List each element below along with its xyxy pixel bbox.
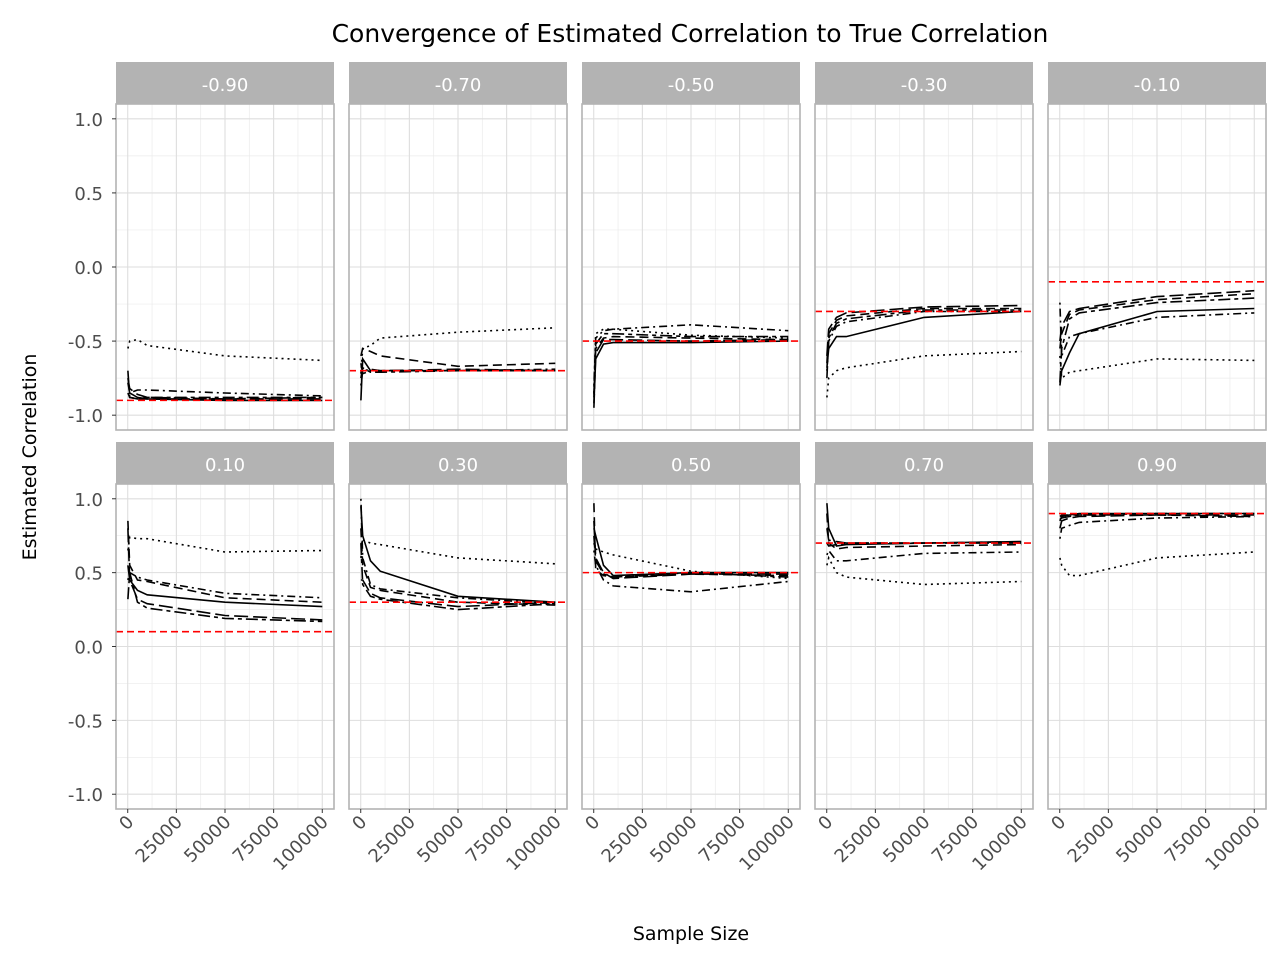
y-tick-label: 0.5 xyxy=(74,564,103,585)
y-tick-label: 1.0 xyxy=(74,110,103,131)
y-tick-label: 0.5 xyxy=(74,184,103,205)
y-tick-label: -1.0 xyxy=(68,406,103,427)
series-line xyxy=(127,338,323,362)
series-line xyxy=(360,538,556,565)
facet-strip-label: 0.50 xyxy=(671,455,711,476)
series-line xyxy=(1059,515,1255,539)
series-line xyxy=(593,323,789,386)
facet-strip xyxy=(349,442,567,484)
y-tick-label: 0.0 xyxy=(74,638,103,659)
series-line xyxy=(826,307,1022,364)
facet-strip-label: -0.90 xyxy=(202,75,249,96)
series-line xyxy=(1059,551,1255,577)
facet-strip xyxy=(116,62,334,104)
y-tick-label: 0.0 xyxy=(74,258,103,279)
facet-panel: -0.10 xyxy=(1047,62,1267,431)
series-line xyxy=(826,513,1022,550)
facet-strip xyxy=(582,62,800,104)
panel-border xyxy=(348,103,568,431)
x-axis-label: Sample Size xyxy=(633,923,749,945)
facet-strip-label: -0.10 xyxy=(1134,75,1181,96)
series-line xyxy=(593,332,789,395)
facet-strip xyxy=(1048,442,1266,484)
series-line xyxy=(360,506,556,603)
series-line xyxy=(593,550,789,593)
facet-strip xyxy=(815,62,1033,104)
series-line xyxy=(826,548,1022,562)
facet-strip-label: -0.70 xyxy=(435,75,482,96)
series-line xyxy=(1059,297,1255,383)
series-line xyxy=(127,389,323,397)
facet-panel: -0.90 1.0 0.5 0.0 -0.5 -1.0 xyxy=(68,62,335,431)
facet-strip-label: 0.10 xyxy=(205,455,245,476)
facet-strip xyxy=(815,442,1033,484)
series-line xyxy=(360,543,556,611)
facet-strip xyxy=(349,62,567,104)
series-line xyxy=(1059,355,1255,380)
facet-strip-label: 0.30 xyxy=(438,455,478,476)
series-line xyxy=(360,498,556,605)
y-tick-label: 1.0 xyxy=(74,490,103,511)
series-line xyxy=(127,536,323,553)
series-line xyxy=(1059,514,1255,529)
series-line xyxy=(127,528,323,621)
series-line xyxy=(127,370,323,400)
y-tick-label: -0.5 xyxy=(68,711,103,732)
panel-border xyxy=(581,103,801,431)
chart-title: Convergence of Estimated Correlation to … xyxy=(332,19,1049,48)
y-tick-label: -1.0 xyxy=(68,785,103,806)
series-line xyxy=(127,572,323,623)
y-axis-label: Estimated Correlation xyxy=(19,354,41,561)
facet-strip-label: -0.50 xyxy=(668,75,715,96)
series-line xyxy=(1059,289,1255,342)
facet-panel: -0.30 xyxy=(814,62,1034,431)
series-line xyxy=(826,304,1022,356)
facet-strip-label: 0.90 xyxy=(1137,455,1177,476)
panel-grid: -0.90 1.0 0.5 0.0 -0.5 -1.0 -0.70 -0.50 -0.30 -0.… xyxy=(68,62,1267,875)
panel-border xyxy=(814,103,1034,431)
facet-strip xyxy=(582,442,800,484)
panel-border xyxy=(1047,103,1267,431)
series-line xyxy=(826,555,1022,586)
facet-strip-label: 0.70 xyxy=(904,455,944,476)
series-line xyxy=(1059,292,1255,349)
facet-strip-label: -0.30 xyxy=(901,75,948,96)
facet-strip xyxy=(1048,62,1266,104)
facet-strip xyxy=(116,442,334,484)
y-tick-label: -0.5 xyxy=(68,332,103,353)
series-line xyxy=(360,579,556,608)
series-line xyxy=(1059,307,1255,386)
facet-panel: -0.50 xyxy=(581,62,801,431)
facet-panel: -0.70 xyxy=(348,62,568,431)
series-line xyxy=(826,309,1022,379)
